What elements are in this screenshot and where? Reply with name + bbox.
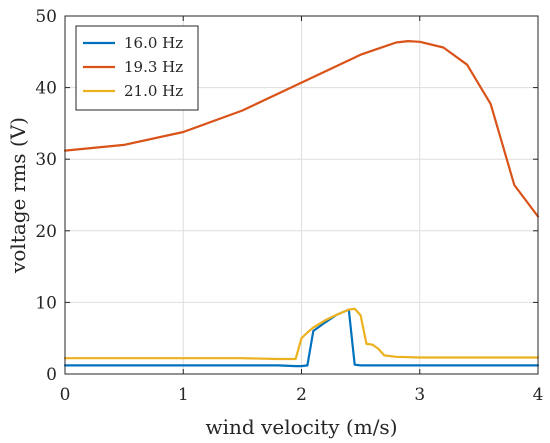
x-tick-label: 3 [414, 385, 425, 405]
y-tick-label: 10 [35, 293, 57, 313]
series-line-3 [63, 307, 540, 361]
y-axis-title: voltage rms (V) [6, 117, 30, 274]
y-tick-label: 50 [35, 7, 57, 27]
x-tick-label: 2 [296, 385, 307, 405]
x-axis-title: wind velocity (m/s) [206, 415, 398, 439]
x-tick-label: 4 [533, 385, 544, 405]
y-tick-label: 30 [35, 150, 57, 170]
y-tick-label: 0 [46, 365, 57, 385]
x-tick-label: 1 [178, 385, 189, 405]
y-tick-label: 40 [35, 79, 57, 99]
legend-label-1: 16.0 Hz [124, 34, 183, 52]
y-tick-label: 20 [35, 222, 57, 242]
legend: 16.0 Hz 19.3 Hz 21.0 Hz [75, 25, 199, 111]
x-tick-label: 0 [60, 385, 71, 405]
series-line-2 [63, 39, 540, 218]
legend-label-3: 21.0 Hz [124, 82, 183, 100]
legend-label-2: 19.3 Hz [124, 58, 183, 76]
series-layer [63, 39, 540, 368]
series-line-1 [63, 308, 540, 368]
ticks [64, 15, 539, 375]
